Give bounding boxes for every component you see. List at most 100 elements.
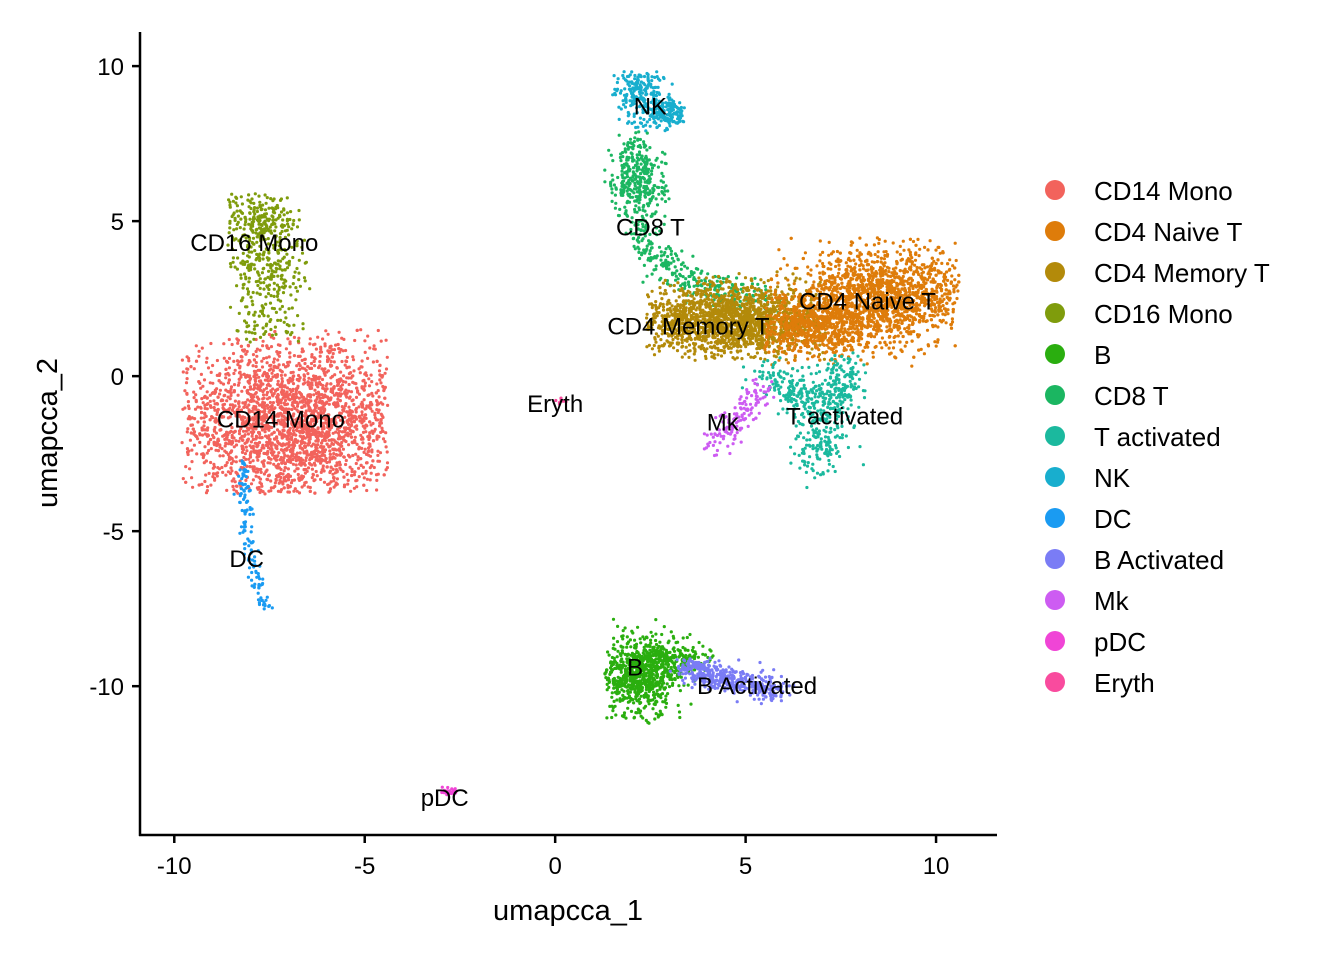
data-point: [249, 530, 253, 534]
data-point: [278, 350, 282, 355]
data-point: [325, 387, 329, 391]
data-point: [350, 414, 354, 418]
data-point: [328, 350, 332, 354]
data-point: [296, 439, 300, 443]
data-point: [241, 401, 245, 405]
data-point: [334, 440, 338, 444]
data-point: [327, 490, 331, 494]
data-point: [237, 377, 241, 381]
data-point: [288, 455, 292, 459]
data-point: [185, 391, 189, 396]
data-point: [187, 359, 191, 363]
data-point: [241, 429, 246, 433]
data-point: [237, 401, 241, 405]
data-point: [190, 416, 194, 420]
data-point: [185, 377, 189, 381]
data-point: [261, 393, 266, 397]
data-point: [329, 438, 333, 442]
data-point: [253, 386, 257, 390]
data-point: [199, 372, 203, 376]
data-point: [216, 466, 220, 470]
data-point: [642, 74, 647, 79]
data-point: [267, 473, 271, 477]
data-point: [332, 360, 336, 364]
data-point: [263, 215, 267, 219]
data-point: [613, 206, 618, 210]
data-point: [272, 281, 276, 285]
data-point: [384, 431, 388, 435]
data-point: [252, 374, 256, 379]
data-point: [230, 457, 234, 461]
data-point: [295, 467, 299, 471]
data-point: [269, 479, 273, 483]
data-point: [286, 454, 290, 458]
data-point: [335, 391, 339, 395]
data-point: [250, 299, 254, 303]
data-point: [262, 356, 266, 361]
data-point: [255, 486, 259, 490]
data-point: [259, 448, 263, 453]
data-point: [298, 400, 302, 404]
data-point: [681, 119, 685, 123]
data-point: [325, 465, 329, 469]
data-point: [625, 175, 630, 179]
data-point: [619, 152, 623, 156]
data-point: [676, 342, 680, 346]
data-point: [686, 280, 691, 284]
data-point: [276, 259, 280, 263]
data-point: [203, 428, 207, 432]
data-point: [211, 433, 215, 437]
data-point: [663, 250, 667, 255]
data-point: [632, 244, 636, 248]
data-point: [254, 364, 258, 369]
data-point: [367, 437, 371, 442]
data-point: [281, 458, 285, 462]
data-point: [358, 371, 362, 375]
data-point: [242, 455, 246, 460]
data-point: [346, 478, 350, 482]
data-point: [327, 402, 331, 406]
data-point: [245, 260, 249, 264]
data-point: [659, 250, 663, 254]
data-point: [208, 404, 213, 408]
data-point: [258, 205, 262, 209]
data-point: [234, 201, 238, 205]
data-point: [233, 404, 237, 408]
data-point: [655, 203, 660, 207]
data-point: [276, 379, 280, 383]
data-point: [355, 427, 359, 431]
data-point: [239, 261, 243, 265]
data-point: [301, 458, 305, 462]
data-point: [630, 80, 634, 84]
data-point: [678, 101, 682, 105]
data-point: [269, 378, 273, 382]
data-point: [301, 322, 305, 326]
data-point: [660, 185, 664, 190]
data-point: [211, 475, 215, 479]
data-point: [291, 462, 295, 466]
data-point: [232, 371, 236, 376]
data-point: [344, 388, 348, 392]
data-point: [244, 352, 248, 356]
data-point: [648, 252, 652, 256]
data-point: [633, 183, 637, 188]
data-point: [672, 119, 676, 123]
data-point: [357, 466, 361, 470]
data-point: [301, 327, 305, 331]
data-point: [368, 420, 372, 424]
data-point: [221, 434, 225, 438]
data-point: [638, 121, 643, 125]
data-point: [259, 596, 263, 600]
data-point: [253, 379, 258, 383]
data-point: [378, 424, 382, 428]
data-point: [312, 393, 316, 397]
data-point: [270, 306, 274, 310]
data-point: [250, 584, 254, 588]
data-point: [355, 424, 359, 428]
data-point: [293, 270, 297, 274]
data-point: [279, 299, 283, 303]
data-point: [352, 369, 356, 373]
data-point: [360, 365, 364, 369]
data-point: [328, 346, 332, 350]
data-point: [344, 402, 348, 406]
